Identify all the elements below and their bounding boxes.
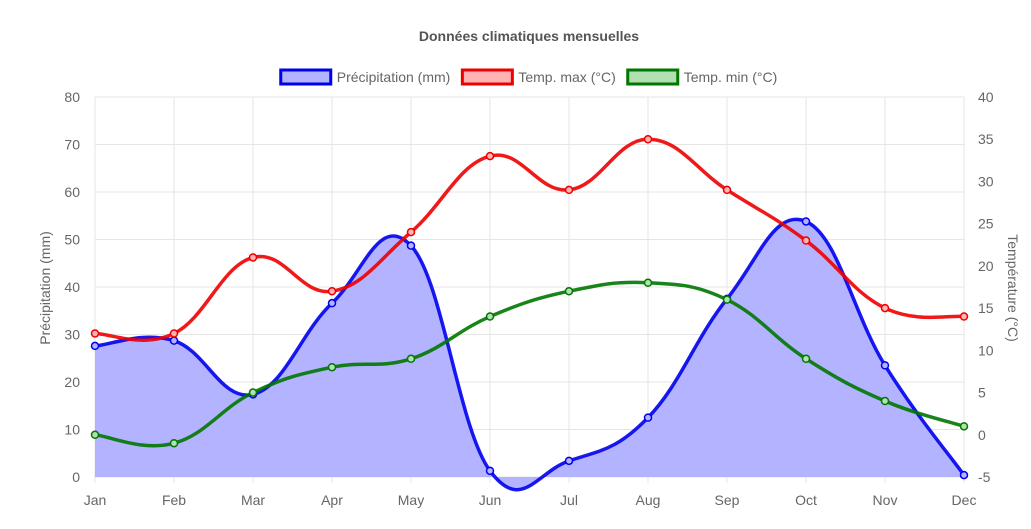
data-point[interactable] bbox=[643, 413, 653, 422]
data-point[interactable] bbox=[248, 253, 258, 262]
data-point[interactable] bbox=[169, 329, 179, 338]
x-tick-label: May bbox=[398, 492, 424, 508]
data-point[interactable] bbox=[801, 236, 811, 245]
legend: Précipitation (mm) Temp. max (°C) Temp. mi… bbox=[279, 68, 778, 86]
data-point[interactable] bbox=[90, 329, 100, 338]
x-tick-label: Feb bbox=[162, 492, 186, 508]
data-point[interactable] bbox=[880, 361, 890, 370]
legend-swatch bbox=[279, 68, 333, 86]
x-tick-label: Jan bbox=[84, 492, 107, 508]
y-left-tick-label: 0 bbox=[72, 469, 80, 485]
data-point[interactable] bbox=[169, 336, 179, 345]
legend-swatch bbox=[460, 68, 514, 86]
data-point[interactable] bbox=[327, 298, 337, 308]
y-left-tick-label: 70 bbox=[64, 137, 80, 153]
data-point[interactable] bbox=[485, 151, 495, 161]
data-point[interactable] bbox=[880, 396, 890, 406]
data-point[interactable] bbox=[959, 422, 969, 431]
y-left-tick-label: 10 bbox=[64, 422, 80, 438]
y-right-tick-label: -5 bbox=[978, 469, 991, 485]
y-right-axis-title: Température (°C) bbox=[1005, 234, 1021, 342]
y-left-tick-label: 80 bbox=[64, 89, 80, 105]
x-tick-label: Jul bbox=[560, 492, 578, 508]
data-point[interactable] bbox=[880, 303, 890, 313]
x-tick-label: Aug bbox=[636, 492, 661, 508]
data-point[interactable] bbox=[90, 430, 100, 440]
chart-title: Données climatiques mensuelles bbox=[419, 28, 639, 44]
y-right-tick-label: 0 bbox=[978, 427, 986, 443]
data-point[interactable] bbox=[406, 354, 416, 364]
x-tick-label: Mar bbox=[241, 492, 265, 508]
y-right-tick-label: 20 bbox=[978, 258, 994, 274]
x-tick-label: Sep bbox=[715, 492, 740, 508]
legend-swatch bbox=[626, 68, 680, 86]
legend-item[interactable]: Temp. min (°C) bbox=[626, 68, 778, 86]
y-right-tick-label: 5 bbox=[978, 385, 986, 401]
data-point[interactable] bbox=[90, 341, 100, 351]
x-tick-label: Oct bbox=[795, 492, 817, 508]
legend-item[interactable]: Précipitation (mm) bbox=[279, 68, 451, 86]
data-point[interactable] bbox=[485, 466, 495, 476]
data-point[interactable] bbox=[406, 241, 416, 250]
data-point[interactable] bbox=[801, 217, 811, 226]
data-point[interactable] bbox=[406, 227, 416, 237]
series-line bbox=[94, 280, 965, 448]
y-right-tick-label: 15 bbox=[978, 300, 994, 316]
series-0 bbox=[90, 217, 969, 492]
data-point[interactable] bbox=[327, 286, 337, 296]
y-left-tick-label: 30 bbox=[64, 327, 80, 343]
x-tick-label: Nov bbox=[873, 492, 898, 508]
data-point[interactable] bbox=[485, 312, 495, 321]
data-point[interactable] bbox=[564, 286, 574, 296]
data-point[interactable] bbox=[801, 354, 811, 364]
y-left-tick-label: 60 bbox=[64, 184, 80, 200]
data-point[interactable] bbox=[169, 438, 179, 448]
y-right-tick-label: 40 bbox=[978, 89, 994, 105]
data-point[interactable] bbox=[959, 470, 969, 480]
y-left-tick-label: 40 bbox=[64, 279, 80, 295]
data-point[interactable] bbox=[248, 388, 258, 397]
data-point[interactable] bbox=[327, 362, 337, 372]
data-point[interactable] bbox=[643, 134, 653, 144]
legend-label: Précipitation (mm) bbox=[337, 69, 451, 85]
y-right-tick-label: 25 bbox=[978, 216, 994, 232]
data-point[interactable] bbox=[564, 456, 574, 466]
y-left-axis-title: Précipitation (mm) bbox=[37, 231, 53, 345]
x-tick-label: Jun bbox=[479, 492, 502, 508]
legend-label: Temp. max (°C) bbox=[518, 69, 615, 85]
x-tick-label: Dec bbox=[952, 492, 977, 508]
y-left-tick-label: 50 bbox=[64, 232, 80, 248]
y-right-tick-label: 35 bbox=[978, 131, 994, 147]
series-line bbox=[94, 137, 965, 342]
data-point[interactable] bbox=[643, 278, 653, 288]
series-2 bbox=[90, 278, 969, 448]
y-left-tick-label: 20 bbox=[64, 374, 80, 390]
data-point[interactable] bbox=[722, 185, 732, 195]
y-right-tick-label: 30 bbox=[978, 173, 994, 189]
series-layer bbox=[90, 134, 969, 492]
ticks: 0 10 20 30 40 50 60 70 80 -5 0 5 10 15 20 25 30 35 40 Jan Fe… bbox=[64, 89, 993, 508]
series-1 bbox=[90, 134, 969, 342]
legend-item[interactable]: Temp. max (°C) bbox=[460, 68, 616, 86]
legend-label: Temp. min (°C) bbox=[684, 69, 778, 85]
x-tick-label: Apr bbox=[321, 492, 343, 508]
y-right-tick-label: 10 bbox=[978, 342, 994, 358]
data-point[interactable] bbox=[722, 295, 732, 304]
data-point[interactable] bbox=[564, 185, 574, 195]
data-point[interactable] bbox=[959, 312, 969, 321]
series-area bbox=[95, 219, 964, 490]
